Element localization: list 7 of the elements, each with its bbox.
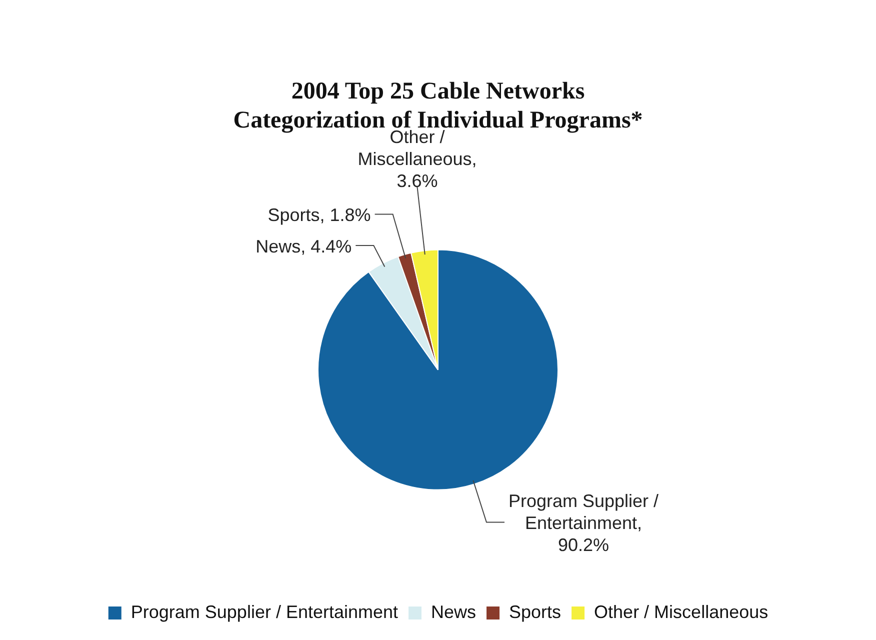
legend-label: News — [431, 602, 476, 622]
data-label: Program Supplier / Entertainment, 90.2% — [508, 491, 659, 556]
legend-label: Program Supplier / Entertainment — [130, 602, 398, 622]
data-label: News, 4.4% — [256, 236, 352, 256]
data-label: Sports, 1.8% — [268, 205, 371, 226]
legend-label: Sports — [509, 602, 562, 622]
legend-label: Other / Miscellaneous — [594, 602, 768, 622]
